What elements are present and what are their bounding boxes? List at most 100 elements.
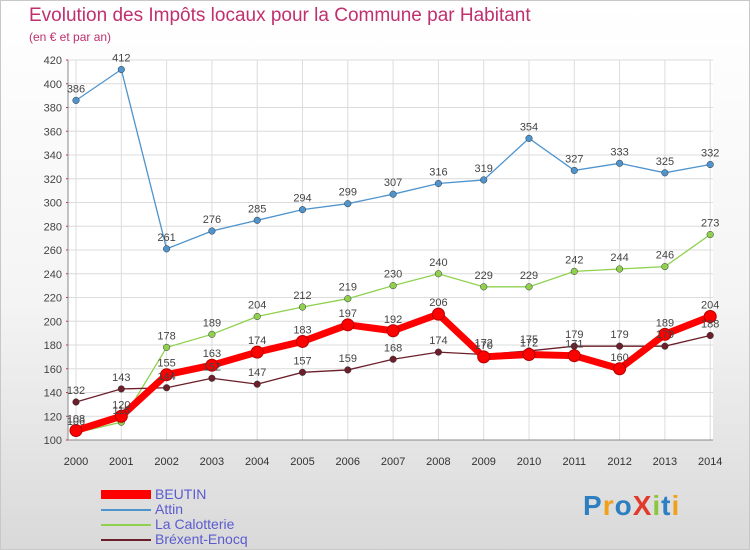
y-tick-label-160: 160 [44, 364, 62, 376]
data-point-la-calotterie-2004 [253, 312, 261, 321]
data-point-beutin-2002 [160, 368, 174, 382]
data-point-br-xent-enocq-2000 [72, 398, 80, 406]
y-tick-label-260: 260 [44, 245, 62, 257]
data-label-br-xent-enocq-2013: 179 [656, 329, 674, 341]
data-label-beutin-2003: 163 [203, 348, 221, 360]
data-label-la-calotterie-2011: 242 [565, 254, 583, 266]
data-label-attin-2014: 332 [701, 148, 719, 160]
data-label-attin-2004: 285 [248, 203, 266, 215]
data-label-beutin-2002: 155 [157, 358, 175, 370]
data-label-beutin-2009: 170 [475, 340, 493, 352]
x-tick-label-2014: 2014 [698, 456, 722, 468]
data-point-attin-2002 [163, 245, 171, 253]
legend-label-beutin: BEUTIN [155, 486, 207, 502]
data-label-beutin-2008: 206 [429, 297, 447, 309]
data-point-beutin-2006 [341, 318, 355, 332]
data-label-beutin-2010: 172 [520, 338, 538, 350]
data-point-attin-2011 [570, 166, 578, 174]
data-point-br-xent-enocq-2007 [389, 355, 397, 363]
data-point-br-xent-enocq-2014 [706, 331, 714, 340]
data-label-beutin-2014: 204 [701, 300, 719, 312]
y-tick-label-420: 420 [44, 55, 62, 67]
x-tick-label-2007: 2007 [381, 456, 405, 468]
data-point-br-xent-enocq-2006 [344, 366, 352, 374]
grid [68, 59, 713, 441]
data-point-la-calotterie-2012 [616, 265, 624, 273]
data-label-attin-2006: 299 [339, 187, 357, 199]
data-point-attin-2007 [389, 190, 397, 198]
data-label-br-xent-enocq-2005: 157 [293, 355, 311, 367]
data-point-beutin-2005 [296, 334, 309, 348]
y-tick-label-380: 380 [44, 103, 62, 115]
data-label-beutin-2007: 192 [384, 314, 402, 326]
data-point-la-calotterie-2011 [570, 267, 578, 275]
y-tick-label-100: 100 [44, 435, 62, 447]
data-label-la-calotterie-2009: 229 [475, 270, 493, 282]
y-tick-label-180: 180 [44, 340, 62, 352]
data-point-beutin-2007 [386, 324, 400, 338]
data-label-attin-2005: 294 [293, 193, 311, 205]
data-point-br-xent-enocq-2001 [117, 385, 125, 393]
data-point-la-calotterie-2005 [298, 303, 307, 311]
y-tick-label-360: 360 [44, 126, 62, 138]
data-label-attin-2002: 261 [157, 232, 175, 244]
data-point-br-xent-enocq-2012 [616, 342, 624, 350]
legend-label-attin: Attin [155, 501, 184, 517]
data-point-attin-2008 [434, 179, 442, 188]
data-label-beutin-2013: 189 [656, 317, 674, 329]
data-label-attin-2000: 386 [67, 83, 85, 95]
x-tick-label-2012: 2012 [607, 456, 631, 468]
y-tick-label-220: 220 [44, 293, 62, 305]
data-label-beutin-2001: 120 [112, 399, 130, 411]
data-label-br-xent-enocq-2014: 188 [701, 319, 719, 331]
data-label-br-xent-enocq-2011: 179 [565, 329, 583, 341]
data-point-br-xent-enocq-2008 [434, 348, 442, 356]
data-point-beutin-2011 [567, 349, 581, 363]
legend-label-brexent-enocq: Bréxent-Enocq [155, 531, 248, 547]
series-points [69, 65, 717, 437]
chart-subtitle: (en € et par an) [29, 30, 112, 44]
data-point-attin-2005 [298, 206, 307, 214]
data-label-attin-2011: 327 [565, 153, 583, 165]
data-label-br-xent-enocq-2012: 179 [610, 329, 628, 341]
data-point-attin-2000 [72, 96, 80, 104]
data-point-la-calotterie-2009 [480, 283, 488, 291]
data-label-attin-2010: 354 [520, 121, 538, 133]
data-label-beutin-2005: 183 [293, 324, 311, 336]
data-point-attin-2012 [616, 159, 624, 167]
y-tick-label-320: 320 [44, 174, 62, 186]
y-tick-label-280: 280 [44, 221, 62, 233]
data-label-br-xent-enocq-2008: 174 [429, 335, 447, 347]
data-label-la-calotterie-2003: 189 [203, 317, 221, 329]
data-label-br-xent-enocq-2004: 147 [248, 367, 266, 379]
data-label-attin-2012: 333 [610, 146, 628, 158]
data-point-beutin-2008 [431, 307, 445, 321]
data-point-br-xent-enocq-2013 [661, 342, 669, 350]
data-label-attin-2003: 276 [203, 214, 221, 226]
data-label-br-xent-enocq-2007: 168 [384, 342, 402, 354]
data-point-attin-2001 [117, 65, 125, 74]
data-label-br-xent-enocq-2000: 132 [67, 385, 85, 397]
y-tick-label-140: 140 [44, 388, 62, 400]
data-point-beutin-2012 [613, 362, 627, 376]
data-point-br-xent-enocq-2002 [163, 384, 171, 392]
chart-title: Evolution des Impôts locaux pour la Comm… [29, 5, 531, 26]
data-point-la-calotterie-2002 [163, 343, 171, 351]
data-point-attin-2006 [344, 200, 352, 208]
data-label-la-calotterie-2010: 229 [520, 270, 538, 282]
y-tick-label-300: 300 [44, 198, 62, 210]
data-label-br-xent-enocq-2010: 175 [520, 334, 538, 346]
data-label-br-xent-enocq-2002: 144 [157, 371, 175, 383]
x-tick-label-2004: 2004 [245, 456, 269, 468]
legend-swatch-la-calotterie [101, 524, 151, 526]
data-point-attin-2010 [525, 134, 533, 142]
data-label-br-xent-enocq-2006: 159 [339, 353, 357, 365]
proxiti-logo: ProXiti [583, 490, 681, 521]
y-tick-label-240: 240 [44, 269, 62, 281]
data-point-beutin-2000 [69, 424, 83, 437]
x-tick-label-2001: 2001 [109, 456, 133, 468]
x-tick-label-2009: 2009 [471, 456, 495, 468]
x-tick-label-2003: 2003 [200, 456, 224, 468]
